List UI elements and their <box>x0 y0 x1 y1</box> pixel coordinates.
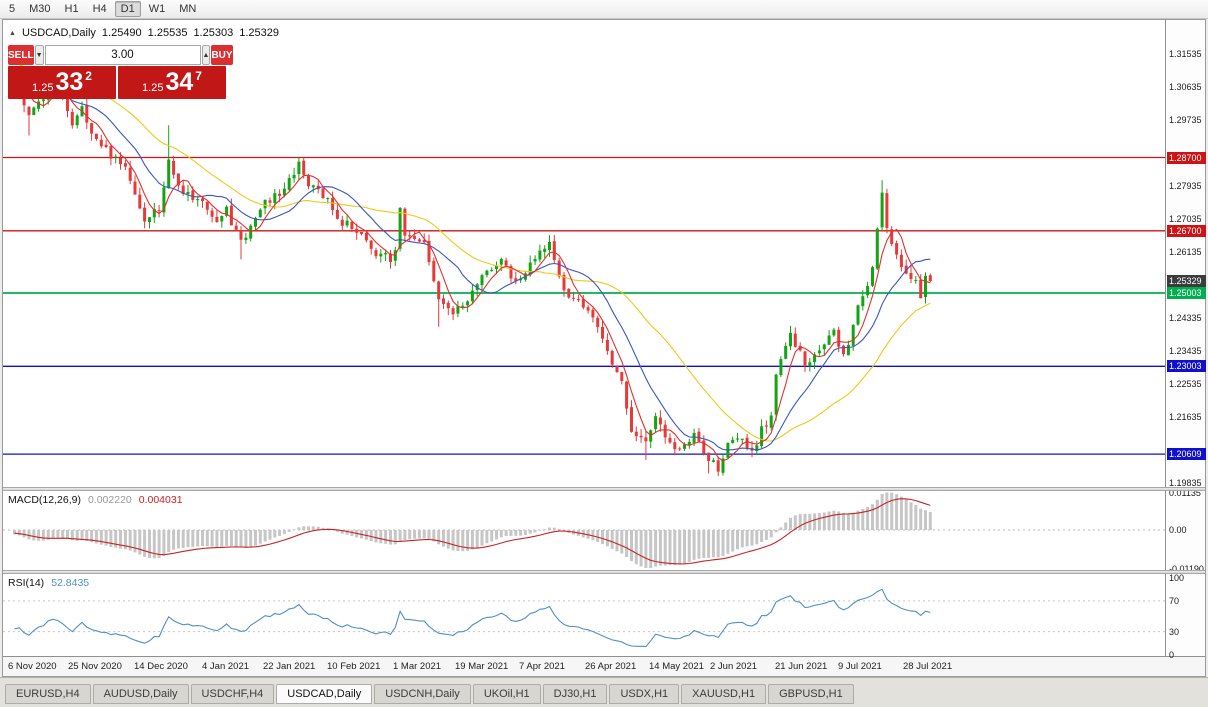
macd-header: MACD(12,26,9) 0.002220 0.004031 <box>8 494 183 506</box>
buy-price-prefix: 1.25 <box>142 82 164 94</box>
chart-tab-dj30-h1[interactable]: DJ30,H1 <box>542 684 608 704</box>
ohlc-high: 1.25535 <box>147 27 188 39</box>
macd-axis-label: -0.01190 <box>1167 563 1206 575</box>
rsi-title: RSI(14) <box>8 577 45 589</box>
chart-tab-eurusd-h4[interactable]: EURUSD,H4 <box>5 684 91 704</box>
timeframe-toolbar: 5 M30 H1 H4 D1 W1 MN <box>0 0 1208 19</box>
date-axis-label: 25 Nov 2020 <box>68 661 122 672</box>
price-axis-label: 1.27935 <box>1169 180 1202 191</box>
price-axis-label: 1.29735 <box>1169 114 1202 125</box>
ohlc-open: 1.25490 <box>101 27 142 39</box>
macd-pane[interactable]: MACD(12,26,9) 0.002220 0.004031 <box>3 491 1165 570</box>
timeframe-button-h4[interactable]: H4 <box>87 1 113 17</box>
chevron-up-icon: ▲ <box>202 51 210 59</box>
chart-symbol-label: USDCAD,Daily <box>21 27 96 39</box>
timeframe-button-mn[interactable]: MN <box>173 1 202 17</box>
buy-button[interactable]: BUY <box>211 45 233 65</box>
rsi-header: RSI(14) 52.8435 <box>8 577 89 589</box>
chart-tab-xauusd-h1[interactable]: XAUUSD,H1 <box>681 684 767 704</box>
macd-pane-splitter[interactable] <box>3 487 1205 491</box>
volume-up-button[interactable]: ▲ <box>201 45 211 65</box>
one-click-trade-panel: SELL ▼ ▲ BUY 1.25 33 2 1.25 34 7 <box>8 45 233 99</box>
chart-tab-ukoil-h1[interactable]: UKOil,H1 <box>472 684 541 704</box>
date-axis-label: 9 Jul 2021 <box>838 661 882 672</box>
date-axis-label: 2 Jun 2021 <box>710 661 758 672</box>
price-axis-label: 1.30635 <box>1169 81 1202 92</box>
volume-input[interactable] <box>44 45 201 65</box>
timeframe-button-5[interactable]: 5 <box>3 1 21 17</box>
price-badge-red: 1.26700 <box>1167 224 1206 237</box>
chart-tab-audusd-daily[interactable]: AUDUSD,Daily <box>92 684 189 704</box>
chart-tab-usdchf-h4[interactable]: USDCHF,H4 <box>190 684 275 704</box>
price-axis-label: 1.26135 <box>1169 246 1202 257</box>
price-axis-label: 1.21635 <box>1169 411 1202 422</box>
ohlc-close: 1.25329 <box>239 27 279 39</box>
timeframe-button-d1[interactable]: D1 <box>114 1 141 17</box>
date-axis-label: 22 Jan 2021 <box>263 661 316 672</box>
rsi-pane[interactable]: RSI(14) 52.8435 <box>3 574 1165 656</box>
price-badge-blue: 1.20609 <box>1167 448 1206 461</box>
ohlc-low: 1.25303 <box>193 27 234 39</box>
chart-tab-usdx-h1[interactable]: USDX,H1 <box>609 684 680 704</box>
date-axis-label: 6 Nov 2020 <box>8 661 57 672</box>
macd-axis-label: 0.01135 <box>1169 487 1201 498</box>
sell-price-prefix: 1.25 <box>32 82 54 94</box>
buy-price-pips: 34 <box>165 68 194 96</box>
rsi-canvas <box>3 588 1165 648</box>
main-chart-pane[interactable]: ▲ USDCAD,Daily 1.25490 1.25535 1.25303 1… <box>3 20 1165 487</box>
date-axis-label: 19 Mar 2021 <box>455 661 509 672</box>
price-axis-label: 1.31535 <box>1169 48 1202 59</box>
macd-axis-label: 0.00 <box>1169 525 1187 535</box>
sell-price-point: 2 <box>85 69 92 83</box>
date-axis-label: 7 Apr 2021 <box>519 661 565 672</box>
price-axis-label: 1.23435 <box>1169 345 1202 356</box>
price-axis[interactable]: 1.31535 1.30635 1.29735 1.28700 1.27935 1.270… <box>1165 20 1206 660</box>
timeframe-button-m30[interactable]: M30 <box>23 1 56 17</box>
timeframe-button-h1[interactable]: H1 <box>59 1 85 17</box>
date-axis-label: 26 Apr 2021 <box>585 661 637 672</box>
symbol-marker-icon: ▲ <box>9 29 16 37</box>
macd-title: MACD(12,26,9) <box>8 494 81 506</box>
volume-down-button[interactable]: ▼ <box>34 45 44 65</box>
price-badge-green: 1.25003 <box>1167 287 1206 299</box>
date-axis-label: 4 Jan 2021 <box>202 661 250 672</box>
chart-tab-gbpusd-h1[interactable]: GBPUSD,H1 <box>768 684 854 704</box>
chart-tab-usdcnh-daily[interactable]: USDCNH,Daily <box>374 684 471 704</box>
rsi-pane-splitter[interactable] <box>3 570 1205 574</box>
chart-header: ▲ USDCAD,Daily 1.25490 1.25535 1.25303 1… <box>9 27 279 39</box>
date-axis-label: 28 Jul 2021 <box>903 661 953 672</box>
price-badge-dark: 1.25329 <box>1167 275 1206 288</box>
macd-canvas <box>3 492 1165 568</box>
chevron-down-icon: ▼ <box>35 51 43 59</box>
date-axis-label: 14 May 2021 <box>649 661 704 672</box>
sell-button[interactable]: SELL <box>8 45 34 65</box>
price-axis-label: 1.24335 <box>1169 312 1202 323</box>
buy-price-point: 7 <box>195 69 202 83</box>
date-axis-label: 10 Feb 2021 <box>327 661 381 672</box>
date-axis[interactable]: 6 Nov 2020 25 Nov 2020 14 Dec 2020 4 Jan 20… <box>3 656 1205 676</box>
date-axis-label: 14 Dec 2020 <box>134 661 188 672</box>
date-axis-label: 1 Mar 2021 <box>393 661 442 672</box>
rsi-axis-label: 70 <box>1169 596 1180 606</box>
macd-main-value: 0.002220 <box>87 494 132 506</box>
timeframe-button-w1[interactable]: W1 <box>143 1 172 17</box>
chart-window: ▲ USDCAD,Daily 1.25490 1.25535 1.25303 1… <box>2 19 1206 677</box>
chart-tab-bar: EURUSD,H4 AUDUSD,Daily USDCHF,H4 USDCAD,Dai… <box>0 677 1208 707</box>
rsi-value: 52.8435 <box>51 577 90 589</box>
candlestick-chart-canvas <box>3 63 1165 477</box>
buy-price-box[interactable]: 1.25 34 7 <box>118 66 226 99</box>
price-badge-red: 1.28700 <box>1167 151 1206 164</box>
price-axis-label: 1.19835 <box>1169 477 1202 488</box>
rsi-axis-label: 100 <box>1169 573 1185 583</box>
price-axis-label: 1.27035 <box>1169 213 1202 224</box>
macd-signal-value: 0.004031 <box>138 494 183 506</box>
chart-tab-usdcad-daily[interactable]: USDCAD,Daily <box>276 684 373 704</box>
rsi-axis-label: 0 <box>1169 649 1175 660</box>
date-axis-label: 21 Jun 2021 <box>775 661 828 672</box>
rsi-axis-label: 30 <box>1169 626 1180 637</box>
price-axis-label: 1.22535 <box>1169 378 1202 389</box>
price-badge-blue: 1.23003 <box>1167 360 1206 373</box>
sell-price-pips: 33 <box>55 68 84 96</box>
sell-price-box[interactable]: 1.25 33 2 <box>8 66 116 99</box>
